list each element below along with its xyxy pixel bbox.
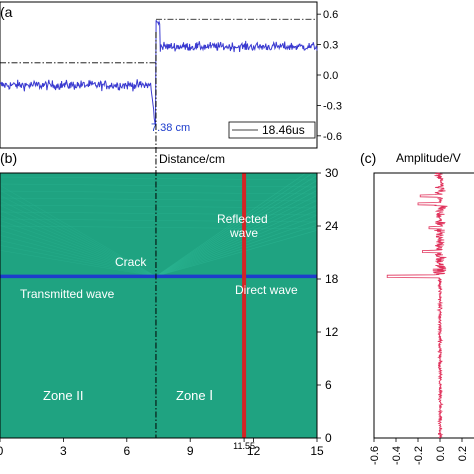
panel-b-frame: [0, 172, 318, 439]
panel-c-x-tick-label: -0.6: [369, 446, 381, 465]
panel-c-title: Amplitude/V: [396, 151, 461, 165]
reflection-stripe: [0, 210, 157, 277]
zone-1-label: Zone Ⅰ: [176, 388, 213, 403]
background-stripe: [0, 218, 317, 223]
reflection-stripe: [155, 230, 317, 277]
reflection-stripe: [0, 240, 157, 277]
panel-c-x-tick-label: -0.4: [391, 446, 403, 465]
panel-a-y-axis: 0.6 0.3 0.0 -0.3 -0.6: [317, 9, 342, 143]
panel-c-x-tick-label: 0.2: [457, 446, 469, 461]
reflection-stripe: [155, 215, 317, 277]
zone-2-label: Zone II: [43, 388, 83, 403]
red-line-position-label: 11.55: [233, 441, 255, 451]
panel-b-distance-label: Distance/cm: [159, 152, 225, 166]
panel-b-label: (b): [0, 150, 17, 166]
crack-position-label: 7.38 cm: [151, 122, 190, 134]
direct-wave-label: Direct wave: [235, 283, 298, 297]
reflection-stripe: [0, 230, 157, 277]
reflection-stripe: [0, 205, 157, 277]
panel-b-stripes: [0, 173, 317, 277]
reflection-stripe: [0, 220, 157, 277]
panel-c-label: (c): [360, 150, 376, 166]
panel-b-y-tick-label: 0: [325, 431, 332, 445]
background-stripe: [0, 197, 317, 202]
panel-c-x-tick-label: 0.0: [435, 446, 447, 461]
panel-b-y-tick-label: 24: [325, 219, 339, 233]
background-stripe: [0, 176, 317, 181]
panel-a: (a 0.6 0.3 0.0 -0.3 -0.6 7.38 cm 18.46us: [0, 1, 342, 149]
panel-c-x-tick-label: -0.2: [413, 446, 425, 465]
amplitude-trace: [386, 172, 448, 439]
panel-a-y-tick-label: -0.6: [323, 131, 342, 143]
transmitted-wave-label: Transmitted wave: [20, 287, 115, 301]
reflection-stripe: [155, 225, 317, 277]
reflection-stripe: [155, 195, 317, 277]
panel-a-waveform: [0, 19, 318, 127]
reflection-stripe: [0, 225, 157, 277]
reflection-stripe: [155, 173, 307, 277]
background-stripe: [0, 183, 317, 188]
reflection-stripe: [0, 190, 157, 277]
reflection-stripe: [0, 185, 157, 277]
reflection-stripe: [155, 205, 317, 277]
panel-a-y-tick-label: 0.3: [323, 40, 338, 52]
reflection-stripe: [0, 245, 157, 277]
background-stripe: [0, 204, 317, 209]
panel-a-label: (a: [0, 4, 13, 20]
background-stripe: [0, 211, 317, 216]
panel-a-y-tick-label: 0.0: [323, 70, 338, 82]
background-stripe: [0, 190, 317, 195]
reflected-wave-label-line-1: Reflected: [217, 212, 268, 226]
panel-b-y-tick-label: 30: [325, 166, 339, 180]
reflection-stripe: [155, 173, 314, 277]
panel-a-legend-box: [228, 121, 316, 139]
reflection-stripe: [155, 175, 317, 277]
reflection-stripe: [155, 220, 317, 277]
panel-c-frame: [373, 172, 474, 439]
panel-b-x-tick-label: 0: [0, 444, 4, 458]
reflected-wave-label: Reflected wave: [217, 212, 271, 240]
panel-b-x-tick-label: 6: [123, 444, 130, 458]
reflection-stripe: [0, 200, 157, 277]
panel-a-y-tick-label: 0.6: [323, 9, 338, 21]
panel-b-y-tick-label: 6: [325, 378, 332, 392]
reflection-stripe: [0, 215, 157, 277]
reflection-stripe: [155, 190, 317, 277]
panel-b-y-tick-label: 12: [325, 325, 339, 339]
reflection-stripe: [0, 250, 157, 277]
panel-b-x-tick-label: 15: [310, 444, 324, 458]
panel-b-x-tick-label: 3: [60, 444, 67, 458]
reflection-stripe: [155, 200, 317, 277]
panel-b-y-tick-label: 18: [325, 272, 339, 286]
panel-b: (b) Distance/cm Reflected wave Crack Tra…: [0, 32, 339, 458]
panel-a-y-tick-label: -0.3: [323, 100, 342, 112]
panel-b-background: [0, 173, 317, 438]
reflection-stripe: [0, 235, 157, 277]
reflected-wave-label-line-2: wave: [229, 226, 258, 240]
background-stripe: [0, 225, 317, 230]
crack-label: Crack: [115, 255, 147, 269]
panel-a-legend-label: 18.46us: [262, 123, 305, 137]
reflection-stripe: [155, 210, 317, 277]
panel-b-x-tick-label: 12: [247, 444, 261, 458]
panel-c: (c) Amplitude/V -0.6-0.4-0.20.00.20.4: [360, 150, 474, 465]
reflection-stripe: [0, 195, 157, 277]
panel-c-x-axis: -0.6-0.4-0.20.00.20.4: [369, 438, 469, 465]
panel-b-y-axis: 0 6 12 18 24 30: [317, 166, 339, 445]
panel-b-x-tick-label: 9: [187, 444, 194, 458]
